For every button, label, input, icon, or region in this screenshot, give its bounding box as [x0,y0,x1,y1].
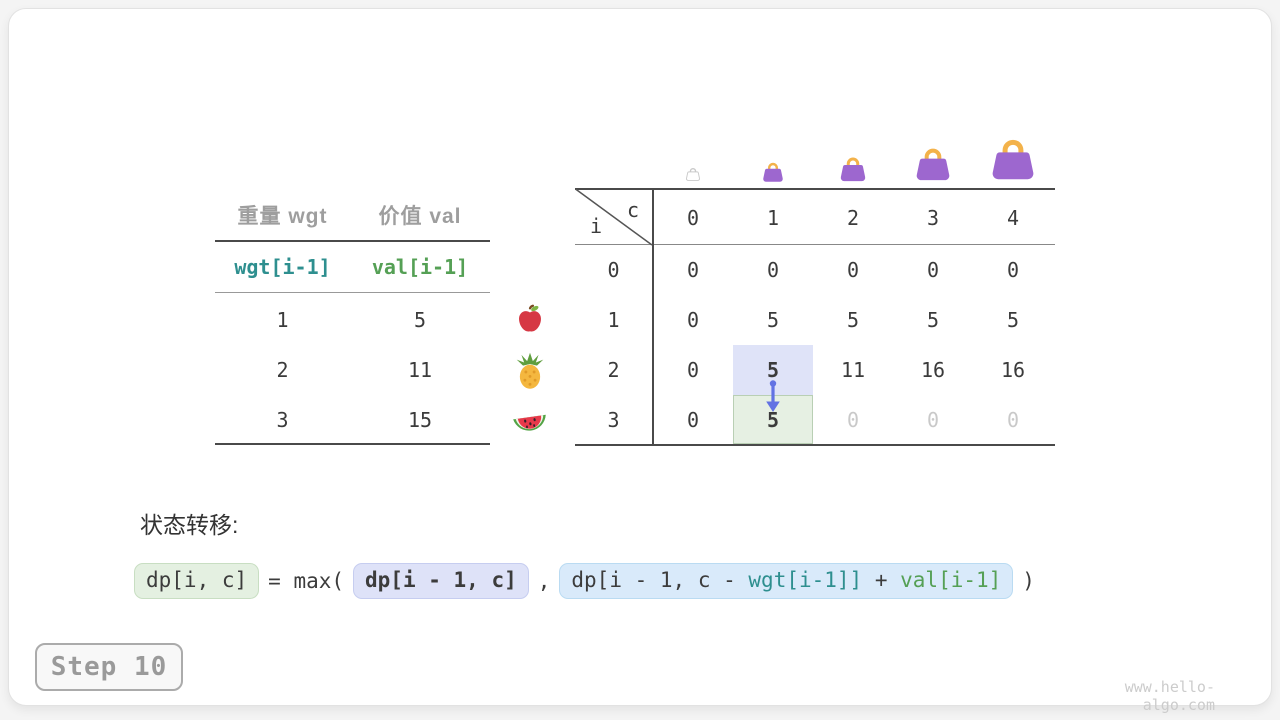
apple-icon [513,303,547,337]
bag-icon-capacity-0 [685,166,701,182]
items-code-val: val[i-1] [371,255,469,279]
dp-col-header-0: 0 [686,206,700,230]
pineapple-icon [511,352,549,390]
dp-cell-2-4: 16 [1000,358,1026,382]
dp-cell-0-2: 0 [846,258,860,282]
formula: dp[i, c] = max( dp[i - 1, c] , dp[i - 1,… [134,559,1035,603]
dp-cell-3-4: 0 [1006,408,1020,432]
watermark: www.hello-algo.com [1124,678,1215,714]
formula-close-paren: ) [1022,569,1035,593]
formula-arg2-prefix: dp[i - 1, c - [571,568,749,593]
dp-cell-1-4: 5 [1006,308,1020,332]
items-header-value: 价值 val [378,205,462,228]
dp-cell-1-1: 5 [766,308,780,332]
formula-arg2-wgt: wgt[i-1]] [748,568,863,593]
dp-row-header-2: 2 [607,358,620,382]
corner-c-label: c [626,198,640,222]
dp-cell-1-0: 0 [686,308,700,332]
items-wgt-2: 2 [276,358,289,382]
dp-cell-2-3: 16 [920,358,946,382]
items-code-wgt: wgt[i-1] [234,255,331,279]
items-table-line [215,240,490,242]
items-val-2: 11 [407,358,433,382]
formula-lhs-pill: dp[i, c] [134,563,260,599]
dp-col-header-3: 3 [926,206,940,230]
dp-cell-3-2: 0 [846,408,860,432]
dp-table-header-line [575,244,1055,245]
dp-cell-3-1: 5 [766,408,780,432]
bag-icon-capacity-4 [988,134,1038,184]
formula-arg1-pill: dp[i - 1, c] [353,563,529,599]
items-wgt-1: 1 [276,308,289,332]
dp-cell-2-2: 11 [840,358,866,382]
dp-col-header-2: 2 [846,206,860,230]
dp-row-header-1: 1 [607,308,620,332]
dp-table-top-line [575,188,1055,190]
items-table-line [215,292,490,293]
formula-arg2-pill: dp[i - 1, c - wgt[i-1]] + val[i-1] [559,563,1014,599]
items-wgt-3: 3 [276,408,289,432]
bag-icon-capacity-1 [761,160,785,184]
dp-cell-3-3: 0 [926,408,940,432]
items-val-1: 5 [413,308,427,332]
step-badge: Step 10 [35,643,183,691]
dp-cell-0-1: 0 [766,258,780,282]
dp-cell-0-0: 0 [686,258,700,282]
formula-arg2-plus: + [862,568,901,593]
corner-i-label: i [589,214,603,238]
dp-cell-0-3: 0 [926,258,940,282]
dp-row-header-0: 0 [607,258,620,282]
dp-cell-2-1: 5 [766,358,780,382]
formula-comma: , [537,569,551,593]
dp-corner-diagonal [575,188,653,246]
items-val-3: 15 [407,408,433,432]
dp-row-header-3: 3 [607,408,620,432]
formula-arg2-val: val[i-1] [900,568,1002,593]
dp-cell-1-3: 5 [926,308,940,332]
dp-cell-2-0: 0 [686,358,700,382]
watermelon-icon [511,402,549,440]
items-header-weight: 重量 wgt [237,205,328,228]
transition-arrow-icon [766,380,780,412]
dp-cell-0-4: 0 [1006,258,1020,282]
formula-equals-max: = max( [268,569,345,593]
transition-label: 状态转移: [140,512,239,538]
bag-icon-capacity-2 [838,154,868,184]
items-table-line [215,443,490,445]
dp-table-bottom-line [575,444,1055,446]
dp-cell-3-0: 0 [686,408,700,432]
dp-table-vertical-line [652,188,654,446]
dp-cell-1-2: 5 [846,308,860,332]
dp-col-header-1: 1 [766,206,780,230]
bag-icon-capacity-3 [913,144,953,184]
dp-col-header-4: 4 [1006,206,1020,230]
